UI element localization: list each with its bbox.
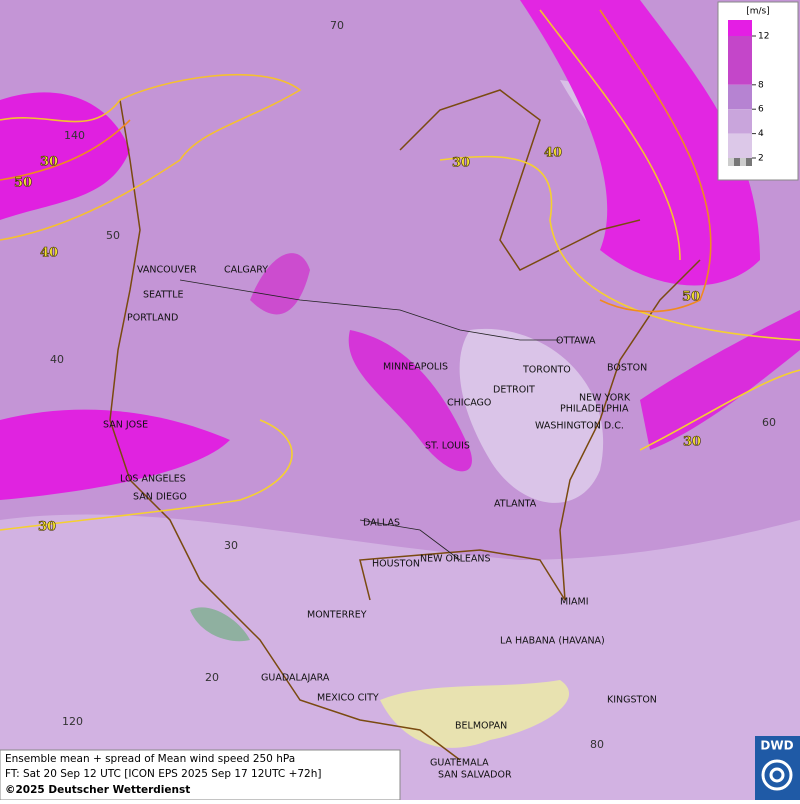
graticule-label: 80	[590, 738, 604, 751]
city-label: VANCOUVER	[137, 265, 197, 276]
graticule-label: 70	[330, 19, 344, 32]
city-label: MINNEAPOLIS	[383, 362, 448, 373]
legend-swatch	[728, 84, 752, 110]
city-label: MONTERREY	[307, 610, 367, 621]
city-label: WASHINGTON D.C.	[535, 421, 624, 432]
terrain	[380, 680, 570, 748]
city-label: DALLAS	[363, 518, 400, 529]
city-label: LOS ANGELES	[120, 474, 186, 485]
legend-label: 2	[758, 154, 764, 164]
coastline	[109, 99, 701, 761]
city-label: SEATTLE	[143, 290, 184, 301]
contour-label: 50	[14, 176, 32, 191]
legend-checker	[734, 158, 740, 166]
city-label: CHICAGO	[447, 398, 491, 409]
legend-swatch	[728, 20, 752, 36]
contour	[0, 74, 302, 241]
legend-label: 6	[758, 105, 764, 115]
graticule-label: 60	[762, 416, 776, 429]
city-label: NEW YORK	[579, 393, 631, 404]
footer-line: ©2025 Deutscher Wetterdienst	[5, 784, 190, 796]
logo-swirl	[769, 767, 785, 783]
graticule-label: 30	[224, 539, 238, 552]
legend-checker	[728, 158, 734, 166]
graticule-label: 20	[205, 671, 219, 684]
light-region	[0, 514, 800, 800]
legend-swatch	[728, 109, 752, 134]
contour-label: 30	[38, 520, 56, 535]
city-label: NEW ORLEANS	[420, 554, 491, 565]
contour-label: 30	[452, 156, 470, 171]
graticule-label: 120	[62, 715, 83, 728]
contour-label: 50	[682, 290, 700, 305]
contour	[0, 119, 131, 181]
city-label: PHILADELPHIA	[560, 404, 629, 415]
contour	[639, 369, 800, 451]
jet-core	[520, 0, 760, 286]
city-label: GUATEMALA	[430, 758, 489, 769]
legend-label: 12	[758, 32, 769, 42]
terrain	[190, 607, 250, 642]
legend-swatch	[728, 133, 752, 158]
city-label: BOSTON	[607, 363, 647, 374]
jet-core	[0, 409, 230, 500]
legend-checker	[740, 158, 746, 166]
city-label: LA HABANA (HAVANA)	[500, 636, 605, 647]
border	[179, 279, 560, 561]
contour	[0, 419, 293, 531]
jet-core	[640, 310, 800, 450]
contour-label: 40	[544, 146, 562, 161]
city-label: DETROIT	[493, 385, 535, 396]
city-label: PORTLAND	[127, 313, 178, 324]
city-label: SAN SALVADOR	[438, 770, 512, 781]
graticule-label: 140	[64, 129, 85, 142]
legend-swatch	[728, 36, 752, 85]
legend-unit: [m/s]	[746, 7, 770, 17]
city-label: KINGSTON	[607, 695, 657, 706]
city-label: BELMOPAN	[455, 721, 507, 732]
logo: DWD	[760, 739, 793, 753]
city-label: ATLANTA	[494, 499, 537, 510]
city-label: GUADALAJARA	[261, 673, 330, 684]
city-label: MEXICO CITY	[317, 693, 379, 704]
contour-label: 30	[40, 155, 58, 170]
legend-label: 4	[758, 129, 764, 139]
footer-line: FT: Sat 20 Sep 12 UTC [ICON EPS 2025 Sep…	[5, 768, 321, 780]
light-region	[459, 328, 604, 503]
graticule-label: 40	[50, 353, 64, 366]
logo-swirl	[761, 759, 793, 791]
city-label: MIAMI	[560, 597, 589, 608]
graticule-label: 50	[106, 229, 120, 242]
contour	[439, 155, 800, 341]
jet-core	[348, 330, 472, 472]
city-label: OTTAWA	[556, 336, 596, 347]
footer-line: Ensemble mean + spread of Mean wind spee…	[5, 753, 295, 765]
legend-checker	[746, 158, 752, 166]
contour-label: 40	[40, 246, 58, 261]
contour	[599, 9, 712, 313]
contour-label: 30	[683, 435, 701, 450]
coastline	[399, 89, 641, 271]
legend-label: 8	[758, 80, 764, 90]
city-label: HOUSTON	[372, 559, 420, 570]
jet-core	[0, 92, 130, 220]
city-label: CALGARY	[224, 265, 268, 276]
footer-box	[0, 749, 401, 801]
city-label: SAN JOSE	[103, 420, 148, 431]
city-label: SAN DIEGO	[133, 492, 187, 503]
city-label: ST. LOUIS	[425, 441, 470, 452]
contour	[539, 9, 681, 261]
city-label: TORONTO	[522, 365, 571, 376]
